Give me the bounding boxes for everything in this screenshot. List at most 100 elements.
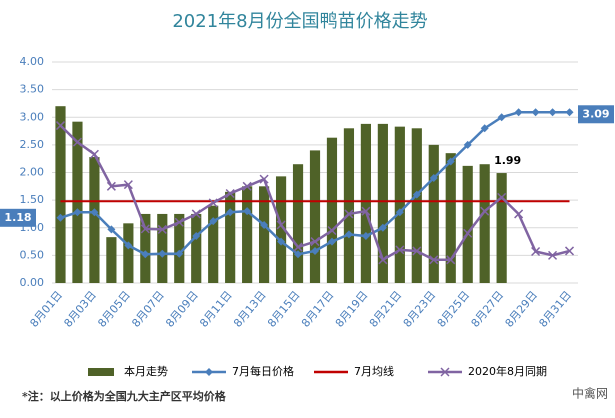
bar <box>123 223 134 283</box>
marker <box>531 246 541 257</box>
legend-marker <box>205 368 213 376</box>
value-label: 3.09 <box>582 107 609 120</box>
marker <box>361 206 371 216</box>
marker <box>429 174 438 183</box>
y-tick-label: 2.50 <box>20 138 45 151</box>
bar <box>157 213 168 283</box>
marker <box>344 209 354 219</box>
bar <box>55 106 66 283</box>
marker <box>191 209 201 219</box>
marker <box>429 255 439 265</box>
marker <box>395 208 404 217</box>
marker <box>412 190 421 199</box>
y-tick-label: 3.50 <box>20 83 45 96</box>
bar <box>360 123 371 283</box>
marker <box>378 223 387 232</box>
marker <box>531 108 540 117</box>
bar <box>72 121 83 283</box>
bar <box>428 144 439 283</box>
marker <box>294 250 303 259</box>
legend-label: 2020年8月同期 <box>468 364 547 378</box>
marker <box>242 181 252 191</box>
marker <box>72 137 82 147</box>
marker <box>124 241 133 250</box>
y-tick-label: 3.00 <box>20 110 45 123</box>
bar <box>225 191 236 283</box>
marker <box>209 217 218 226</box>
y-tick-label: 0.50 <box>20 248 45 261</box>
marker <box>548 250 558 260</box>
marker <box>564 246 575 256</box>
marker <box>293 242 303 252</box>
marker <box>412 246 422 256</box>
marker <box>497 192 507 202</box>
marker <box>327 225 337 236</box>
watermark: 中禽网 <box>572 386 608 401</box>
marker <box>446 157 455 166</box>
legend-swatch <box>88 368 114 376</box>
marker <box>361 232 370 241</box>
value-label: 1.18 <box>4 211 31 224</box>
marker <box>225 188 235 199</box>
footnote: *注：以上价格为全国九大主产区平均价格 <box>22 389 227 403</box>
bar <box>242 186 253 283</box>
marker <box>106 181 116 191</box>
marker <box>480 206 490 216</box>
bar <box>309 150 321 283</box>
marker <box>192 232 201 241</box>
bar <box>462 165 473 283</box>
marker <box>311 246 319 255</box>
bar <box>174 213 185 283</box>
marker <box>463 228 473 238</box>
chart-title: 2021年8月份全国鸭苗价格走势 <box>172 11 427 32</box>
bar <box>377 123 388 283</box>
marker <box>158 249 167 258</box>
legend-marker <box>440 367 450 377</box>
y-tick-label: 0.00 <box>20 276 45 289</box>
bar <box>445 153 456 283</box>
marker <box>141 250 150 259</box>
marker <box>514 108 523 117</box>
bar <box>394 126 405 283</box>
value-label-box <box>578 105 614 124</box>
marker <box>378 255 388 265</box>
marker <box>175 249 184 258</box>
marker <box>243 207 252 216</box>
bar <box>343 128 355 283</box>
marker <box>344 230 353 239</box>
marker <box>463 140 472 149</box>
bar <box>191 213 202 283</box>
y-tick-label: 1.50 <box>20 193 45 206</box>
bar <box>326 137 338 283</box>
marker <box>395 245 405 255</box>
legend-label: 本月走势 <box>124 364 168 378</box>
marker <box>140 224 150 234</box>
marker <box>56 213 65 222</box>
marker <box>497 113 506 122</box>
marker <box>446 255 456 265</box>
marker <box>480 124 489 133</box>
marker <box>548 108 557 117</box>
marker <box>514 209 524 219</box>
marker <box>259 174 269 184</box>
bar <box>106 237 117 283</box>
y-tick-label: 4.00 <box>20 55 45 68</box>
marker <box>208 198 218 208</box>
legend-label: 7月每日价格 <box>232 364 294 378</box>
marker <box>89 149 99 159</box>
marker <box>107 225 116 234</box>
marker <box>73 208 82 217</box>
bar <box>411 128 422 283</box>
legend-label: 7月均线 <box>354 364 394 378</box>
marker <box>565 108 574 117</box>
marker <box>90 208 99 217</box>
marker <box>310 237 320 247</box>
marker <box>174 217 184 227</box>
value-label: 1.99 <box>494 154 521 167</box>
bar <box>208 205 219 283</box>
marker <box>260 220 269 229</box>
bar <box>479 164 490 283</box>
bar <box>259 186 270 283</box>
marker <box>277 237 286 246</box>
